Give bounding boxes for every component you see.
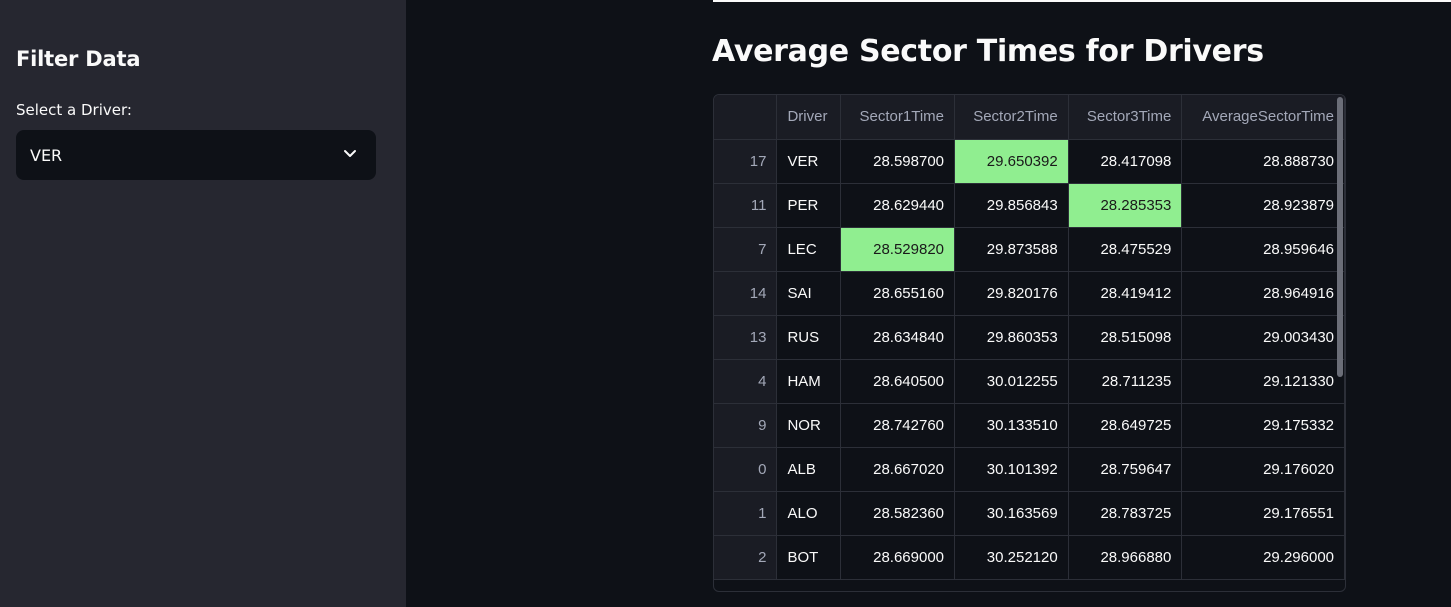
table-row: 17 VER 28.598700 29.650392 28.417098 28.88873… bbox=[714, 139, 1345, 184]
table-cell-s2[interactable]: 30.163569 bbox=[954, 491, 1069, 536]
table-row: 1 ALO 28.582360 30.163569 28.783725 29.176551 bbox=[714, 491, 1345, 536]
table-cell-driver[interactable]: VER bbox=[776, 139, 842, 184]
table-cell-index[interactable]: 9 bbox=[714, 403, 778, 448]
table-cell-driver[interactable]: PER bbox=[776, 183, 842, 228]
table-cell-index[interactable]: 1 bbox=[714, 491, 778, 536]
table-cell-s1[interactable]: 28.640500 bbox=[840, 359, 956, 404]
table-row: 0 ALB 28.667020 30.101392 28.759647 29.176020 bbox=[714, 447, 1345, 492]
table-cell-driver[interactable]: BOT bbox=[776, 535, 842, 580]
table-cell-driver[interactable]: ALB bbox=[776, 447, 842, 492]
table-cell-s3[interactable]: 28.475529 bbox=[1068, 227, 1183, 272]
table-cell-index[interactable]: 7 bbox=[714, 227, 778, 272]
table-cell-s2[interactable]: 29.820176 bbox=[954, 271, 1069, 316]
table-cell-avg[interactable]: 29.176020 bbox=[1181, 447, 1345, 492]
table-cell-s1[interactable]: 28.667020 bbox=[840, 447, 956, 492]
table-cell-index[interactable]: 14 bbox=[714, 271, 778, 316]
column-header-index[interactable] bbox=[714, 95, 778, 140]
table-cell-avg[interactable]: 29.003430 bbox=[1181, 315, 1345, 360]
sector-times-table: Driver Sector1Time Sector2Time Sector3Time A… bbox=[714, 95, 1345, 580]
table-cell-driver[interactable]: RUS bbox=[776, 315, 842, 360]
table-row: 2 BOT 28.669000 30.252120 28.966880 29.296000 bbox=[714, 535, 1345, 580]
table-cell-avg[interactable]: 29.121330 bbox=[1181, 359, 1345, 404]
table-cell-s3[interactable]: 28.759647 bbox=[1068, 447, 1183, 492]
table-cell-index[interactable]: 17 bbox=[714, 139, 778, 184]
table-cell-s3[interactable]: 28.515098 bbox=[1068, 315, 1183, 360]
chevron-down-icon bbox=[342, 145, 358, 165]
table-cell-s3[interactable]: 28.966880 bbox=[1068, 535, 1183, 580]
table-row: 11 PER 28.629440 29.856843 28.285353 28.92387… bbox=[714, 183, 1345, 228]
table-row: 7 LEC 28.529820 29.873588 28.475529 28.959646 bbox=[714, 227, 1345, 272]
table-cell-index[interactable]: 2 bbox=[714, 535, 778, 580]
table-cell-s2[interactable]: 29.650392 bbox=[954, 139, 1069, 184]
table-cell-s3[interactable]: 28.419412 bbox=[1068, 271, 1183, 316]
table-row: 9 NOR 28.742760 30.133510 28.649725 29.175332 bbox=[714, 403, 1345, 448]
table-cell-avg[interactable]: 29.175332 bbox=[1181, 403, 1345, 448]
table-cell-avg[interactable]: 28.888730 bbox=[1181, 139, 1345, 184]
table-cell-driver[interactable]: ALO bbox=[776, 491, 842, 536]
table-row: 14 SAI 28.655160 29.820176 28.419412 28.96491… bbox=[714, 271, 1345, 316]
sidebar: Filter Data Select a Driver: VER bbox=[0, 0, 406, 607]
table-cell-avg[interactable]: 29.176551 bbox=[1181, 491, 1345, 536]
table-cell-s1[interactable]: 28.634840 bbox=[840, 315, 956, 360]
table-cell-s2[interactable]: 29.860353 bbox=[954, 315, 1069, 360]
table-scrollbar[interactable] bbox=[1337, 97, 1343, 377]
table-cell-driver[interactable]: SAI bbox=[776, 271, 842, 316]
table-cell-index[interactable]: 0 bbox=[714, 447, 778, 492]
table-cell-s3[interactable]: 28.783725 bbox=[1068, 491, 1183, 536]
table-cell-driver[interactable]: HAM bbox=[776, 359, 842, 404]
table-cell-avg[interactable]: 29.296000 bbox=[1181, 535, 1345, 580]
table-cell-s3[interactable]: 28.417098 bbox=[1068, 139, 1183, 184]
table-row: 4 HAM 28.640500 30.012255 28.711235 29.121330 bbox=[714, 359, 1345, 404]
column-header-sector1time[interactable]: Sector1Time bbox=[840, 95, 956, 140]
driver-select-label: Select a Driver: bbox=[16, 101, 132, 119]
table-cell-s1[interactable]: 28.598700 bbox=[840, 139, 956, 184]
table-cell-s1[interactable]: 28.655160 bbox=[840, 271, 956, 316]
table-cell-s2[interactable]: 30.252120 bbox=[954, 535, 1069, 580]
table-cell-avg[interactable]: 28.964916 bbox=[1181, 271, 1345, 316]
table-header-row: Driver Sector1Time Sector2Time Sector3Time A… bbox=[714, 95, 1345, 140]
table-cell-s3[interactable]: 28.711235 bbox=[1068, 359, 1183, 404]
table-cell-s1[interactable]: 28.629440 bbox=[840, 183, 956, 228]
driver-select[interactable]: VER bbox=[16, 130, 376, 180]
table-cell-index[interactable]: 13 bbox=[714, 315, 778, 360]
table-cell-avg[interactable]: 28.923879 bbox=[1181, 183, 1345, 228]
column-header-sector2time[interactable]: Sector2Time bbox=[954, 95, 1069, 140]
sidebar-heading: Filter Data bbox=[16, 47, 141, 71]
table-cell-avg[interactable]: 28.959646 bbox=[1181, 227, 1345, 272]
table-row: 13 RUS 28.634840 29.860353 28.515098 29.00343… bbox=[714, 315, 1345, 360]
top-divider bbox=[713, 0, 1451, 2]
table-cell-s2[interactable]: 30.012255 bbox=[954, 359, 1069, 404]
table-cell-driver[interactable]: LEC bbox=[776, 227, 842, 272]
table-cell-s2[interactable]: 30.133510 bbox=[954, 403, 1069, 448]
table-cell-index[interactable]: 11 bbox=[714, 183, 778, 228]
table-cell-index[interactable]: 4 bbox=[714, 359, 778, 404]
column-header-averagesectortime[interactable]: AverageSectorTime bbox=[1181, 95, 1345, 140]
table-cell-s2[interactable]: 30.101392 bbox=[954, 447, 1069, 492]
table-cell-s2[interactable]: 29.873588 bbox=[954, 227, 1069, 272]
table-cell-s1[interactable]: 28.669000 bbox=[840, 535, 956, 580]
table-cell-s1[interactable]: 28.742760 bbox=[840, 403, 956, 448]
table-cell-s3[interactable]: 28.649725 bbox=[1068, 403, 1183, 448]
data-table[interactable]: Driver Sector1Time Sector2Time Sector3Time A… bbox=[713, 94, 1346, 592]
table-cell-driver[interactable]: NOR bbox=[776, 403, 842, 448]
page-title: Average Sector Times for Drivers bbox=[712, 34, 1264, 69]
table-cell-s1[interactable]: 28.529820 bbox=[840, 227, 956, 272]
table-cell-s1[interactable]: 28.582360 bbox=[840, 491, 956, 536]
table-cell-s2[interactable]: 29.856843 bbox=[954, 183, 1069, 228]
column-header-sector3time[interactable]: Sector3Time bbox=[1068, 95, 1183, 140]
table-body: 17 VER 28.598700 29.650392 28.417098 28.88873… bbox=[714, 139, 1345, 580]
driver-select-value: VER bbox=[30, 145, 63, 165]
column-header-driver[interactable]: Driver bbox=[776, 95, 842, 140]
table-cell-s3[interactable]: 28.285353 bbox=[1068, 183, 1183, 228]
